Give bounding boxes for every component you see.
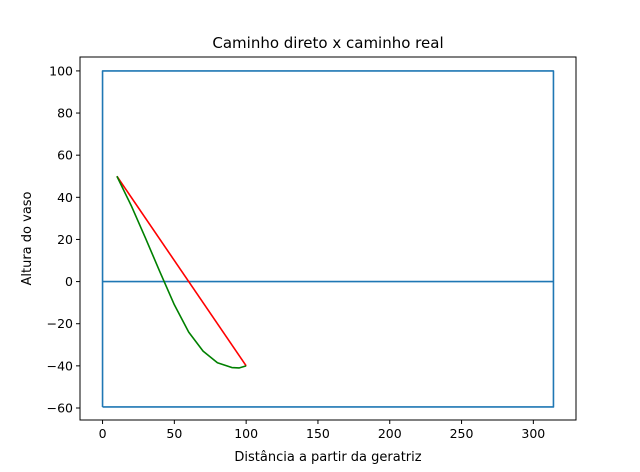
y-tick-label: 0 [65,274,73,289]
chart-title: Caminho direto x caminho real [212,34,443,52]
series-line-2 [116,175,247,367]
y-axis: −60 −40 −20 0 20 40 60 80 100 [47,63,80,415]
x-tick-label: 0 [99,426,107,441]
y-tick-label: 20 [57,232,73,247]
x-tick-label: 300 [521,426,545,441]
series-line-0 [101,70,555,408]
series-line-3 [116,175,247,369]
y-tick-label: −20 [47,316,73,331]
plot-frame [79,56,577,421]
y-tick-label: 40 [57,190,73,205]
y-tick-label: −40 [47,358,73,373]
series-layer [101,70,555,408]
x-tick-label: 200 [378,426,402,441]
y-tick-label: 60 [57,148,73,163]
y-tick-label: 100 [49,63,73,78]
x-axis: 0 50 100 150 200 250 300 [99,420,545,441]
y-axis-label: Altura do vaso [20,191,35,285]
x-tick-label: 100 [234,426,258,441]
y-tick-label: 80 [57,106,73,121]
y-tick-label: −60 [47,400,73,415]
x-tick-label: 50 [166,426,182,441]
x-tick-label: 250 [450,426,474,441]
x-axis-label: Distância a partir da geratriz [234,450,421,465]
x-tick-label: 150 [306,426,330,441]
